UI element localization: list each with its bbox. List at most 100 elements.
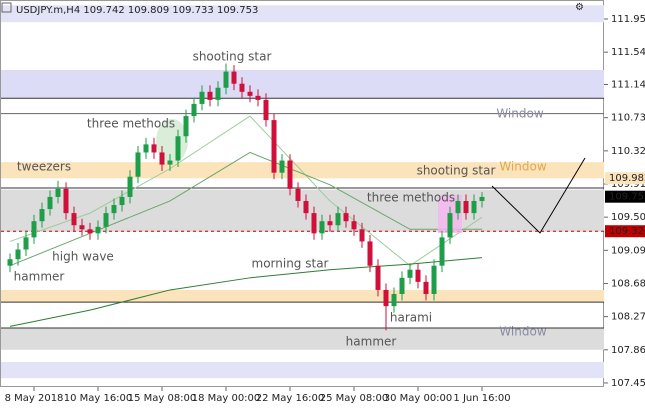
- candle-body: [279, 160, 285, 173]
- y-tick-label: 110.320: [611, 146, 645, 157]
- candle-body: [479, 196, 485, 201]
- y-tick-label: 107.450: [611, 378, 645, 389]
- x-tick-label: 25 May 08:00: [320, 393, 389, 404]
- candle-body: [47, 196, 53, 210]
- candle-body: [399, 277, 405, 294]
- candle-body: [191, 103, 197, 117]
- candle-body: [471, 200, 477, 214]
- candle-body: [119, 196, 125, 206]
- y-tick-label: 108.680: [611, 278, 645, 289]
- candle-body: [311, 213, 317, 234]
- y-tick-label: 108.270: [611, 312, 645, 323]
- candle-body: [415, 269, 421, 282]
- candle-body: [23, 237, 29, 250]
- candle-body: [359, 229, 365, 242]
- candle-body: [63, 188, 69, 214]
- candle-body: [327, 221, 333, 226]
- annotation: three methods: [87, 117, 175, 131]
- candle-body: [231, 71, 237, 84]
- annotation: harami: [390, 311, 432, 325]
- candle-body: [375, 265, 381, 290]
- x-tick-label: 22 May 16:00: [256, 393, 325, 404]
- candle-body: [95, 226, 101, 234]
- zone: [1, 189, 604, 232]
- candle-body: [71, 213, 77, 226]
- projection: [491, 157, 586, 234]
- zone: [1, 69, 604, 99]
- x-tick-label: 30 May 00:00: [384, 393, 453, 404]
- annotation: high wave: [52, 250, 114, 264]
- candle-body: [247, 91, 253, 96]
- y-tick-label: 111.950: [611, 14, 645, 25]
- candle-body: [167, 160, 173, 165]
- annotation: Window: [496, 107, 544, 121]
- zone: [1, 289, 604, 303]
- candle-body: [87, 229, 93, 234]
- candle-body: [207, 91, 213, 100]
- candle-body: [103, 213, 109, 227]
- candle-body: [159, 152, 165, 165]
- y-tick-label: 111.140: [611, 80, 645, 91]
- annotation: three methods: [367, 191, 455, 205]
- y-tick-label: 110.730: [611, 113, 645, 124]
- candle-body: [319, 221, 325, 234]
- annotation: Window: [499, 325, 547, 339]
- y-tick-label: 111.540: [611, 47, 645, 58]
- candle-body: [423, 281, 429, 294]
- price-label: 109.982: [609, 173, 645, 184]
- annotation: Window: [499, 160, 547, 174]
- y-tick-label: 109.090: [611, 245, 645, 256]
- candle-body: [447, 213, 453, 238]
- candle-body: [383, 289, 389, 307]
- candle-body: [463, 200, 469, 214]
- annotation: hammer: [14, 270, 65, 284]
- price-label-box: [605, 172, 645, 185]
- candle-body: [303, 200, 309, 214]
- candle-body: [127, 176, 133, 197]
- candle-body: [135, 152, 141, 177]
- annotation: shooting star: [193, 50, 272, 64]
- candle-body: [407, 269, 413, 278]
- candle-body: [367, 241, 373, 266]
- candle-body: [431, 265, 437, 294]
- zone: [1, 5, 604, 23]
- candle-body: [39, 209, 45, 222]
- candle-body: [255, 95, 261, 100]
- price-label: 109.753: [609, 192, 645, 203]
- candle-body: [263, 99, 269, 121]
- candle-body: [287, 160, 293, 189]
- candle-body: [175, 136, 181, 161]
- candle-body: [343, 213, 349, 222]
- candle-body: [183, 116, 189, 137]
- annotation: tweezers: [17, 160, 71, 174]
- candle-body: [7, 259, 13, 266]
- candle-body: [439, 237, 445, 266]
- candle-body: [295, 188, 301, 201]
- zone: [1, 162, 604, 179]
- candle-body: [271, 120, 277, 173]
- candle-body: [79, 225, 85, 230]
- x-tick-label: 10 May 16:00: [64, 393, 133, 404]
- x-tick-label: 1 Jun 16:00: [453, 393, 510, 404]
- candle-body: [391, 293, 397, 307]
- price-label-box: [605, 190, 645, 203]
- candle-body: [199, 91, 205, 104]
- candle-body: [15, 249, 21, 260]
- candle-body: [111, 205, 117, 214]
- x-tick-label: 8 May 2018: [5, 393, 64, 404]
- annotation: shooting star: [417, 164, 496, 178]
- candle-body: [215, 87, 221, 100]
- candle-body: [351, 221, 357, 230]
- chart-title: USDJPY.m,H4 109.742 109.809 109.733 109.…: [16, 5, 258, 16]
- x-tick-label: 18 May 00:00: [192, 393, 261, 404]
- candle-body: [239, 83, 245, 92]
- candle-body: [143, 144, 149, 153]
- x-tick-label: 15 May 08:00: [128, 393, 197, 404]
- icon: [1, 2, 12, 13]
- candle-body: [223, 71, 229, 88]
- y-tick-label: 109.910: [611, 179, 645, 190]
- candle-body: [455, 200, 461, 214]
- y-tick-label: 109.500: [611, 212, 645, 223]
